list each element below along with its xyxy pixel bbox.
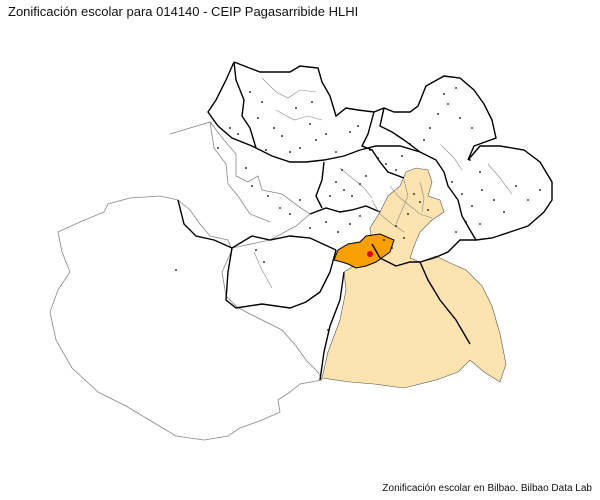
school-points [175, 87, 541, 331]
city-outline-northwest [169, 121, 311, 249]
school-area [333, 233, 395, 269]
city-outline-west [49, 195, 323, 441]
map-caption: Zonificación escolar en Bilbao. Bilbao D… [382, 483, 592, 494]
school-marker [367, 251, 373, 257]
district-borders [177, 61, 553, 381]
school-zone-area [321, 167, 507, 389]
neighborhood-borders [253, 77, 513, 289]
map-title: Zonificación escolar para 014140 - CEIP … [8, 4, 359, 19]
